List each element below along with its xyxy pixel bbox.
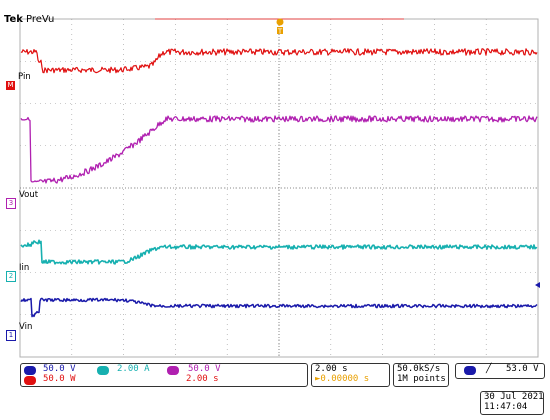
- trace-pin: [20, 48, 538, 74]
- time: 11:47:04: [484, 402, 528, 412]
- sample-rate: 50.0kS/s: [397, 364, 441, 374]
- trace-vout: [20, 115, 538, 184]
- channel-marker-3[interactable]: 3 Vout: [6, 190, 38, 209]
- channel-id: 2: [6, 271, 16, 282]
- ch3-indicator: [167, 366, 179, 375]
- channel-id: 3: [6, 198, 16, 209]
- channel-label-vout: Vout: [19, 190, 39, 200]
- channel-label-iin: Iin: [19, 263, 30, 273]
- svg-text:T: T: [277, 28, 283, 36]
- timebase-panel[interactable]: 2.00 s ►0.00000 s: [311, 363, 390, 387]
- rising-edge-icon: ╱: [486, 364, 492, 374]
- channel-marker-1[interactable]: 1 Vin: [6, 322, 32, 341]
- ch3-scale[interactable]: 50.0 V: [188, 364, 221, 374]
- channel-scale-panel[interactable]: 50.0 V 2.00 A 50.0 V 50.0 W 2.00 s: [20, 363, 308, 387]
- trigger-level-arrow[interactable]: [535, 282, 540, 288]
- math-indicator: [24, 376, 36, 385]
- trigger-level[interactable]: 53.0 V: [506, 364, 539, 374]
- channel-id: 1: [6, 330, 16, 341]
- datetime-panel: 30 Jul 2021 11:47:04: [480, 391, 544, 415]
- channel-id: M: [6, 81, 15, 90]
- brand-logo: Tek: [4, 14, 23, 25]
- ch2-indicator: [97, 366, 109, 375]
- channel-marker-2[interactable]: 2 Iin: [6, 263, 29, 282]
- ch2-scale[interactable]: 2.00 A: [117, 364, 150, 374]
- channel-label-vin: Vin: [19, 322, 33, 332]
- record-length: 1M points: [397, 374, 446, 384]
- trace-vin: [20, 297, 538, 318]
- ch1-indicator: [24, 366, 36, 375]
- ch1-scale[interactable]: 50.0 V: [43, 364, 76, 374]
- trace-iin: [20, 239, 538, 265]
- channel-marker-math[interactable]: M Pin: [6, 72, 31, 91]
- waveform-traces: [20, 48, 538, 318]
- channel-label-pin: Pin: [18, 72, 31, 82]
- horizontal-scale[interactable]: 2.00 s: [315, 364, 348, 374]
- acquisition-mode: PreVu: [26, 14, 55, 25]
- math-scale[interactable]: 50.0 W: [43, 374, 76, 384]
- acquisition-panel[interactable]: 50.0kS/s 1M points: [393, 363, 449, 387]
- trigger-panel[interactable]: ╱ 53.0 V: [455, 363, 545, 379]
- trigger-position[interactable]: ►0.00000 s: [315, 374, 370, 384]
- math-timebase[interactable]: 2.00 s: [186, 374, 219, 384]
- trigger-source-indicator: [464, 366, 476, 375]
- date: 30 Jul 2021: [484, 392, 544, 402]
- trigger-position-marker[interactable]: T: [276, 18, 284, 36]
